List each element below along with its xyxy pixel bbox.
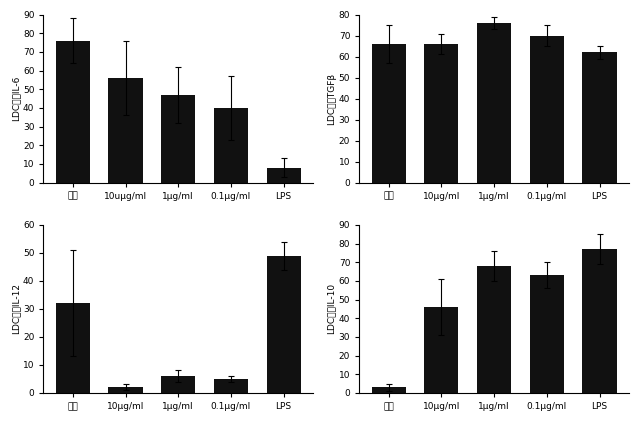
Y-axis label: LDC内のIL-10: LDC内のIL-10 — [327, 283, 336, 335]
Bar — [161, 95, 195, 183]
Bar — [371, 44, 406, 183]
Bar — [582, 249, 616, 393]
Bar — [582, 52, 616, 183]
Bar — [108, 387, 143, 393]
Bar — [56, 41, 90, 183]
Bar — [477, 266, 511, 393]
Y-axis label: LDC内のIL-6: LDC内のIL-6 — [11, 76, 20, 121]
Bar — [266, 256, 301, 393]
Bar — [530, 35, 564, 183]
Bar — [214, 379, 248, 393]
Bar — [108, 78, 143, 183]
Bar — [424, 44, 458, 183]
Bar — [56, 303, 90, 393]
Bar — [214, 108, 248, 183]
Y-axis label: LDC内のTGFβ: LDC内のTGFβ — [327, 73, 336, 124]
Bar — [424, 307, 458, 393]
Bar — [266, 168, 301, 183]
Bar — [477, 23, 511, 183]
Y-axis label: LDC内のIL-12: LDC内のIL-12 — [11, 284, 20, 334]
Bar — [161, 376, 195, 393]
Bar — [530, 275, 564, 393]
Bar — [371, 387, 406, 393]
